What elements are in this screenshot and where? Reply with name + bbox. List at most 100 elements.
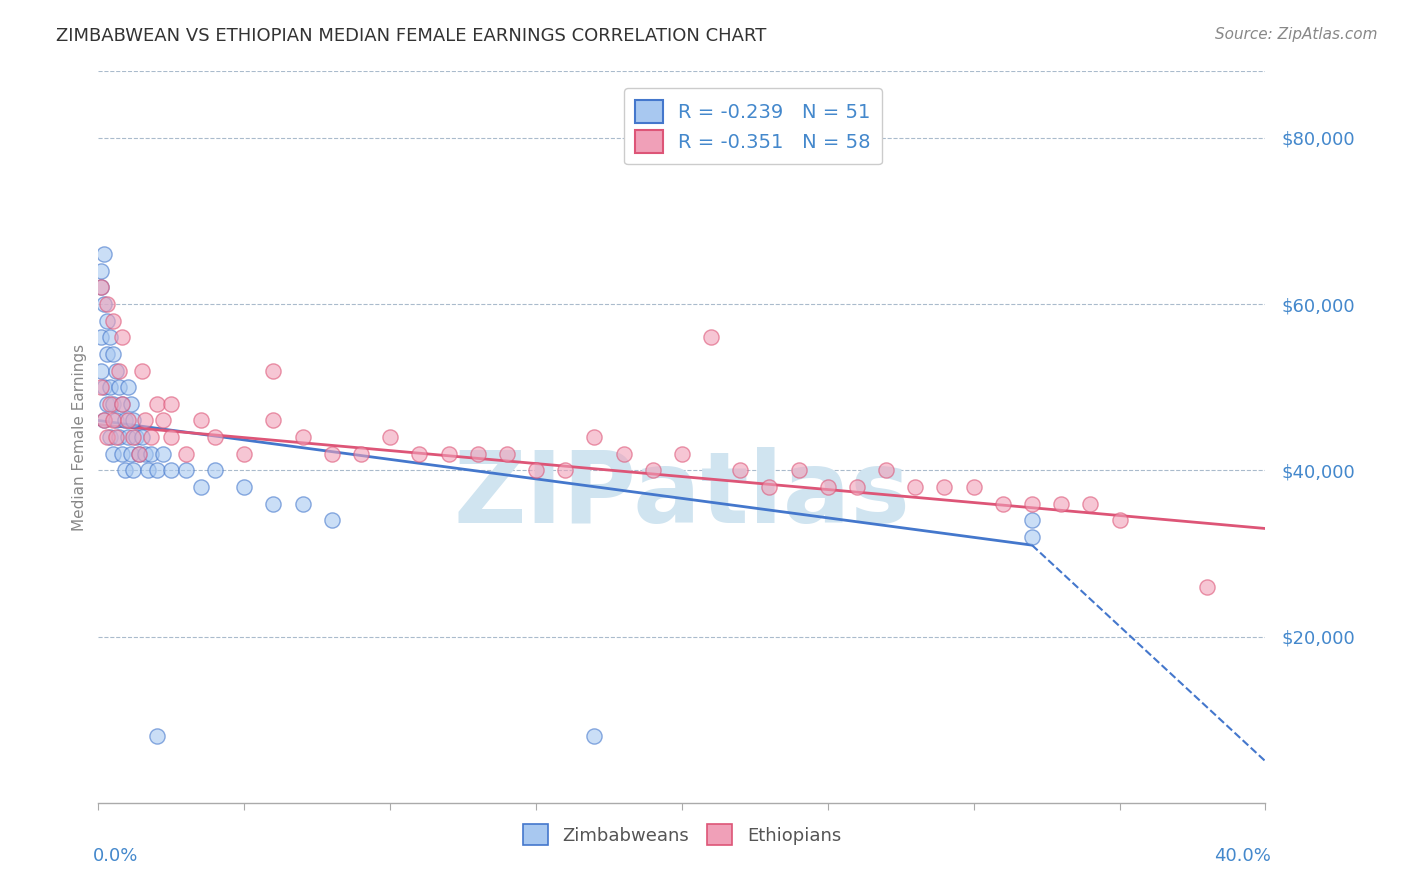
Point [114, 463, 136, 477]
Point [160, 463, 183, 477]
Point [700, 330, 723, 344]
Point [190, 413, 212, 427]
Point [108, 430, 131, 444]
Point [96, 314, 118, 328]
Point [875, 463, 897, 477]
Point [96, 430, 118, 444]
Point [104, 430, 127, 444]
Point [291, 430, 314, 444]
Point [122, 413, 145, 427]
Point [96, 297, 118, 311]
Point [93, 247, 115, 261]
Point [612, 447, 634, 461]
Point [90, 280, 112, 294]
Point [122, 463, 145, 477]
Point [204, 463, 226, 477]
Point [583, 430, 606, 444]
Point [934, 480, 956, 494]
Point [174, 447, 197, 461]
Point [104, 363, 127, 377]
Point [1021, 513, 1043, 527]
Point [136, 463, 159, 477]
Point [111, 330, 134, 344]
Point [152, 447, 174, 461]
Point [139, 430, 162, 444]
Point [101, 447, 124, 461]
Point [1080, 497, 1102, 511]
Point [204, 430, 226, 444]
Text: Source: ZipAtlas.com: Source: ZipAtlas.com [1215, 27, 1378, 42]
Point [93, 297, 115, 311]
Point [583, 729, 606, 743]
Legend: Zimbabweans, Ethiopians: Zimbabweans, Ethiopians [516, 817, 848, 852]
Point [101, 314, 124, 328]
Point [101, 413, 124, 427]
Point [380, 430, 402, 444]
Point [134, 447, 156, 461]
Point [128, 447, 150, 461]
Point [108, 363, 131, 377]
Point [98, 430, 121, 444]
Point [117, 430, 139, 444]
Point [114, 413, 136, 427]
Point [467, 447, 489, 461]
Point [758, 480, 780, 494]
Point [90, 330, 112, 344]
Text: ZIMBABWEAN VS ETHIOPIAN MEDIAN FEMALE EARNINGS CORRELATION CHART: ZIMBABWEAN VS ETHIOPIAN MEDIAN FEMALE EA… [56, 27, 766, 45]
Point [233, 480, 256, 494]
Point [160, 430, 183, 444]
Point [321, 447, 343, 461]
Point [131, 430, 153, 444]
Point [96, 347, 118, 361]
Point [190, 480, 212, 494]
Point [233, 447, 256, 461]
Point [904, 480, 927, 494]
Point [101, 347, 124, 361]
Point [93, 413, 115, 427]
Text: 40.0%: 40.0% [1215, 847, 1271, 864]
Point [122, 430, 145, 444]
Point [1021, 497, 1043, 511]
Point [160, 397, 183, 411]
Point [1050, 497, 1073, 511]
Point [817, 480, 839, 494]
Point [146, 729, 169, 743]
Point [93, 413, 115, 427]
Point [128, 447, 150, 461]
Point [437, 447, 460, 461]
Point [262, 413, 284, 427]
Point [1021, 530, 1043, 544]
Point [120, 397, 142, 411]
Point [90, 380, 112, 394]
Point [111, 397, 134, 411]
Point [90, 264, 112, 278]
Point [787, 463, 810, 477]
Point [111, 447, 134, 461]
Point [730, 463, 752, 477]
Point [117, 380, 139, 394]
Point [350, 447, 373, 461]
Point [321, 513, 343, 527]
Point [262, 363, 284, 377]
Point [120, 447, 142, 461]
Point [1108, 513, 1130, 527]
Point [991, 497, 1014, 511]
Point [524, 463, 547, 477]
Point [152, 413, 174, 427]
Point [125, 430, 148, 444]
Y-axis label: Median Female Earnings: Median Female Earnings [72, 343, 87, 531]
Point [101, 397, 124, 411]
Point [108, 380, 131, 394]
Point [98, 330, 121, 344]
Point [98, 380, 121, 394]
Point [93, 380, 115, 394]
Point [496, 447, 519, 461]
Point [846, 480, 869, 494]
Point [90, 280, 112, 294]
Point [146, 397, 169, 411]
Text: 0.0%: 0.0% [93, 847, 138, 864]
Text: ZIPatlas: ZIPatlas [454, 447, 910, 544]
Point [291, 497, 314, 511]
Point [134, 413, 156, 427]
Point [96, 397, 118, 411]
